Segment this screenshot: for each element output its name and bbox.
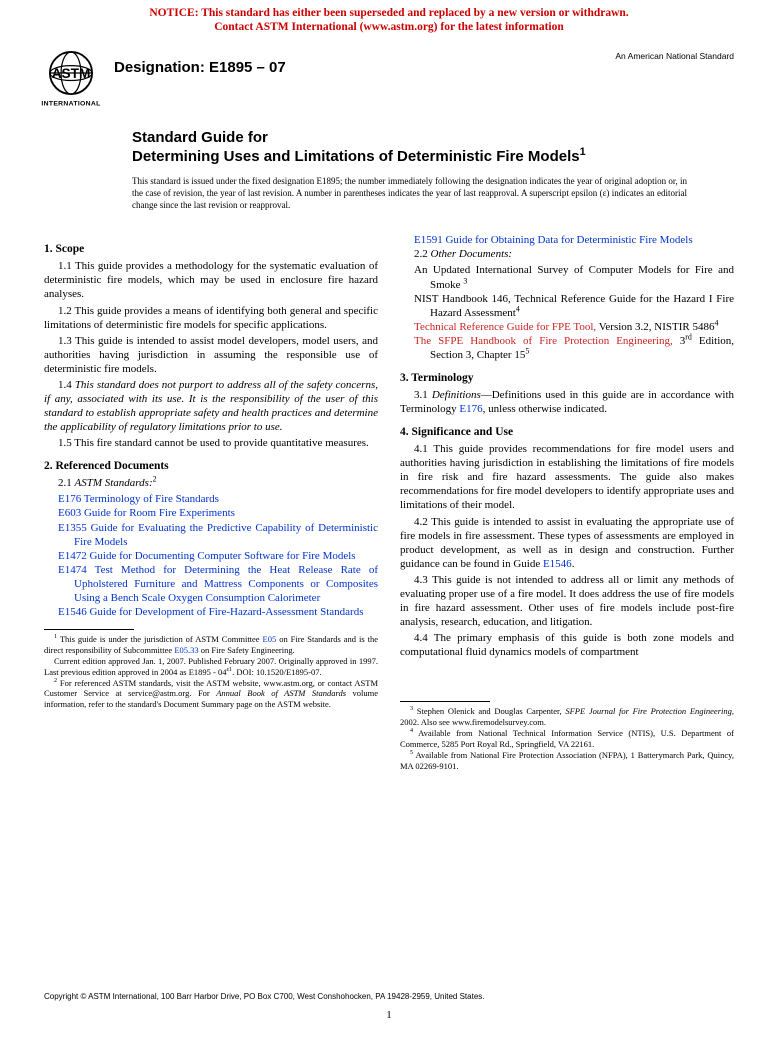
other-doc: Technical Reference Guide for FPE Tool, … [400,320,734,334]
ref-item: E603 Guide for Room Fire Experiments [44,506,378,520]
sub-2-1: 2.1 ASTM Standards:2 [44,476,378,490]
title: Standard Guide for Determining Uses and … [132,129,687,167]
other-doc: An Updated International Survey of Compu… [400,263,734,291]
std-link[interactable]: E1546 [58,606,87,618]
body-columns: 1. Scope 1.1 This guide provides a metho… [0,219,778,771]
issuance-note: This standard is issued under the fixed … [132,176,687,211]
other-doc: The SFPE Handbook of Fire Protection Eng… [400,334,734,362]
para-4-3: 4.3 This guide is not intended to addres… [400,573,734,629]
std-link[interactable]: E176 [58,493,81,505]
footnote-1: 1 This guide is under the jurisdiction o… [44,634,378,656]
footnote-1b: Current edition approved Jan. 1, 2007. P… [44,656,378,678]
ref-item: E1355 Guide for Evaluating the Predictiv… [44,521,378,549]
notice-line2: Contact ASTM International (www.astm.org… [214,21,564,33]
subcommittee-link[interactable]: E05.33 [174,645,198,655]
std-link[interactable]: E1591 [414,234,443,246]
section-2-head: 2. Referenced Documents [44,460,378,472]
std-link[interactable]: E1474 [58,564,87,576]
para-1-2: 1.2 This guide provides a means of ident… [44,304,378,332]
std-link[interactable]: E1546 [543,558,572,570]
std-link[interactable]: E1355 [58,522,87,534]
footnote-rule [44,629,134,630]
para-4-1: 4.1 This guide provides recommendations … [400,442,734,512]
title-block: Standard Guide for Determining Uses and … [132,129,687,212]
ref-item: E1472 Guide for Documenting Computer Sof… [44,549,378,563]
ref-item: E1546 Guide for Development of Fire-Haza… [44,605,378,619]
section-1-head: 1. Scope [44,243,378,255]
committee-link[interactable]: E05 [263,634,277,644]
std-link[interactable]: E176 [459,403,482,415]
svg-text:ASTM: ASTM [52,66,91,81]
ref-item: E1474 Test Method for Determining the He… [44,563,378,605]
doc-link[interactable]: Technical Reference Guide for FPE Tool, [414,321,596,333]
other-doc: NIST Handbook 146, Technical Reference G… [400,292,734,320]
page-number: 1 [0,1009,778,1021]
astm-logo: ASTM INTERNATIONAL [40,47,102,109]
notice-line1: NOTICE: This standard has either been su… [149,7,628,19]
para-1-3: 1.3 This guide is intended to assist mod… [44,334,378,376]
doc-link[interactable]: The SFPE Handbook of Fire Protection Eng… [414,335,673,347]
para-4-2: 4.2 This guide is intended to assist in … [400,515,734,571]
footnote-rule [400,701,490,702]
para-1-5: 1.5 This fire standard cannot be used to… [44,436,378,450]
footnote-4: 4 Available from National Technical Info… [400,728,734,750]
section-4-head: 4. Significance and Use [400,426,734,438]
para-3-1: 3.1 Definitions—Definitions used in this… [400,388,734,416]
footnote-3: 3 Stephen Olenick and Douglas Carpenter,… [400,706,734,728]
copyright: Copyright © ASTM International, 100 Barr… [44,992,485,1001]
sub-2-2: 2.2 Other Documents: [400,247,734,261]
para-4-4: 4.4 The primary emphasis of this guide i… [400,631,734,659]
designation: Designation: E1895 – 07 [114,59,286,76]
std-link[interactable]: E1472 [58,550,87,562]
ref-item: E176 Terminology of Fire Standards [44,492,378,506]
header: ASTM INTERNATIONAL Designation: E1895 – … [0,37,778,109]
american-standard-label: An American National Standard [615,51,734,61]
left-column: 1. Scope 1.1 This guide provides a metho… [44,233,378,771]
para-1-1: 1.1 This guide provides a methodology fo… [44,259,378,301]
notice-banner: NOTICE: This standard has either been su… [0,0,778,37]
right-column: E1591 Guide for Obtaining Data for Deter… [400,233,734,771]
footnote-5: 5 Available from National Fire Protectio… [400,750,734,772]
para-1-4: 1.4 This standard does not purport to ad… [44,378,378,434]
svg-text:INTERNATIONAL: INTERNATIONAL [41,100,100,107]
section-3-head: 3. Terminology [400,372,734,384]
std-link[interactable]: E603 [58,507,81,519]
ref-item: E1591 Guide for Obtaining Data for Deter… [400,233,734,247]
footnote-2: 2 For referenced ASTM standards, visit t… [44,678,378,711]
